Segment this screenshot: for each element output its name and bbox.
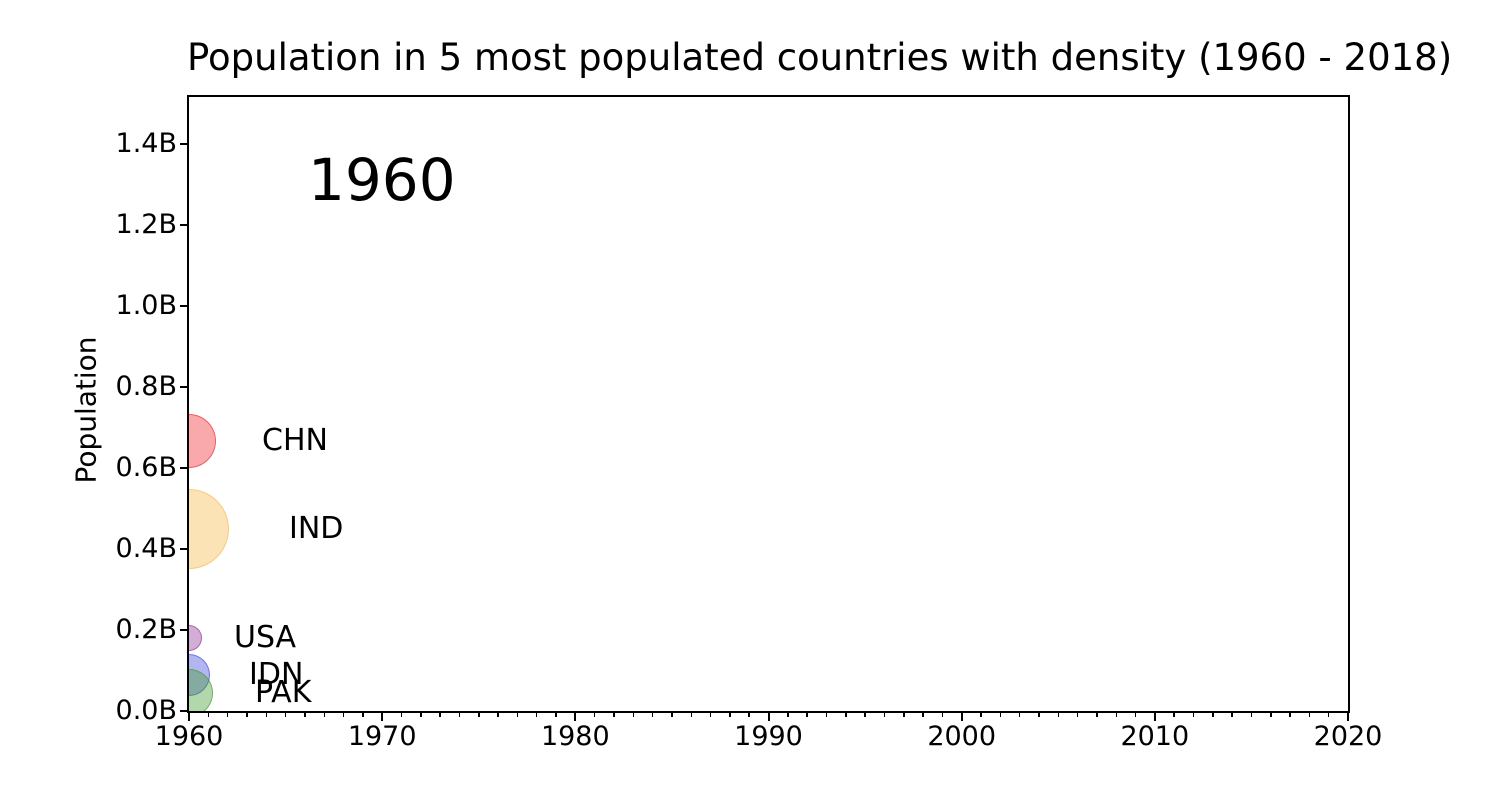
x-axis-minor-tick bbox=[690, 711, 692, 717]
x-axis-minor-tick bbox=[1250, 711, 1253, 717]
x-tick-label: 2010 bbox=[1120, 721, 1190, 752]
x-axis-minor-tick bbox=[632, 711, 634, 717]
x-axis-minor-tick bbox=[980, 711, 982, 717]
bubble-label-PAK: PAK bbox=[255, 674, 312, 710]
x-axis-minor-tick bbox=[207, 711, 210, 717]
x-axis-minor-tick bbox=[1289, 711, 1291, 717]
x-axis-minor-tick bbox=[439, 711, 441, 717]
chart-title: Population in 5 most populated countries… bbox=[187, 36, 1453, 79]
bubble-layer bbox=[189, 97, 1348, 711]
x-axis-minor-tick bbox=[535, 711, 538, 717]
x-tick-label: 1980 bbox=[540, 721, 610, 752]
x-axis-major-tick bbox=[960, 711, 963, 721]
x-axis-minor-tick bbox=[1270, 711, 1272, 717]
x-axis-minor-tick bbox=[497, 711, 499, 717]
x-axis-minor-tick bbox=[1057, 711, 1059, 717]
x-axis-minor-tick bbox=[806, 711, 808, 717]
y-axis-major-tick bbox=[180, 628, 189, 631]
x-axis-minor-tick bbox=[593, 711, 596, 717]
y-axis-major-tick bbox=[180, 547, 189, 550]
x-axis-minor-tick bbox=[323, 711, 325, 717]
x-axis-major-tick bbox=[1347, 711, 1349, 721]
x-axis-minor-tick bbox=[246, 711, 248, 717]
x-axis-minor-tick bbox=[1096, 711, 1098, 717]
x-axis-major-tick bbox=[381, 711, 384, 721]
y-axis-major-tick bbox=[180, 142, 189, 145]
bubble-label-IND: IND bbox=[289, 510, 344, 546]
year-annotation: 1960 bbox=[308, 146, 456, 214]
x-axis-minor-tick bbox=[825, 711, 828, 717]
x-axis-minor-tick bbox=[709, 711, 712, 717]
x-axis-minor-tick bbox=[1018, 711, 1021, 717]
x-axis-minor-tick bbox=[748, 711, 750, 717]
x-axis-minor-tick bbox=[787, 711, 789, 717]
x-axis-minor-tick bbox=[342, 711, 345, 717]
x-axis-minor-tick bbox=[304, 711, 306, 717]
x-axis-minor-tick bbox=[555, 711, 557, 717]
x-axis-minor-tick bbox=[362, 711, 364, 717]
x-axis-minor-tick bbox=[420, 711, 422, 717]
x-tick-label: 1960 bbox=[154, 721, 224, 752]
y-tick-label: 1.4B bbox=[115, 127, 177, 159]
y-tick-label: 0.2B bbox=[115, 613, 177, 645]
x-axis-minor-tick bbox=[903, 711, 905, 717]
x-axis-minor-tick bbox=[458, 711, 461, 717]
x-tick-label: 2020 bbox=[1313, 721, 1383, 752]
x-axis-minor-tick bbox=[1192, 711, 1195, 717]
y-axis-major-tick bbox=[180, 304, 189, 307]
x-axis-minor-tick bbox=[1134, 711, 1137, 717]
y-tick-label: 1.2B bbox=[115, 208, 177, 240]
x-axis-minor-tick bbox=[400, 711, 403, 717]
x-axis-major-tick bbox=[574, 711, 577, 721]
x-axis-minor-tick bbox=[516, 711, 519, 717]
x-axis-major-tick bbox=[1153, 711, 1156, 721]
y-axis-major-tick bbox=[180, 385, 189, 388]
x-axis-minor-tick bbox=[1115, 711, 1117, 717]
x-axis-minor-tick bbox=[1308, 711, 1311, 717]
x-axis-minor-tick bbox=[651, 711, 654, 717]
x-axis-minor-tick bbox=[1231, 711, 1233, 717]
y-axis-major-tick bbox=[180, 710, 189, 712]
bubble-label-USA: USA bbox=[234, 619, 297, 655]
plot-area: 1960 1960 1970 1980 1990 2000 2010 2020 0.0B 0.2… bbox=[116, 95, 1383, 752]
x-axis-minor-tick bbox=[1212, 711, 1214, 717]
x-axis-minor-tick bbox=[922, 711, 924, 717]
x-axis-major-tick bbox=[188, 711, 190, 721]
y-tick-label: 0.4B bbox=[115, 532, 177, 564]
y-tick-label: 0.8B bbox=[115, 370, 177, 402]
x-axis-minor-tick bbox=[999, 711, 1001, 717]
x-axis-minor-tick bbox=[478, 711, 480, 717]
x-axis-minor-tick bbox=[845, 711, 847, 717]
x-axis-minor-tick bbox=[1038, 711, 1040, 717]
x-axis-minor-tick bbox=[265, 711, 267, 717]
x-axis-minor-tick bbox=[1173, 711, 1175, 717]
x-axis-minor-tick bbox=[864, 711, 866, 717]
x-axis-minor-tick bbox=[284, 711, 287, 717]
x-axis-major-tick bbox=[767, 711, 770, 721]
x-axis-minor-tick bbox=[613, 711, 615, 717]
y-axis-major-tick bbox=[180, 466, 189, 469]
bubble-label-CHN: CHN bbox=[262, 422, 328, 458]
axis-tick-layer: 1960 1960 1970 1980 1990 2000 2010 2020 0.0B 0.2… bbox=[116, 97, 1383, 751]
x-tick-label: 2000 bbox=[927, 721, 997, 752]
x-axis-minor-tick bbox=[941, 711, 944, 717]
y-axis-major-tick bbox=[180, 223, 189, 226]
y-tick-label: 0.6B bbox=[115, 451, 177, 483]
x-axis-minor-tick bbox=[1327, 711, 1330, 717]
bubble-label-IDN: IDN bbox=[249, 657, 304, 693]
x-axis-minor-tick bbox=[671, 711, 673, 717]
x-tick-label: 1990 bbox=[734, 721, 803, 752]
x-axis-minor-tick bbox=[1076, 711, 1079, 717]
x-axis-minor-tick bbox=[883, 711, 886, 717]
x-axis-minor-tick bbox=[226, 711, 229, 717]
x-axis-minor-tick bbox=[729, 711, 731, 717]
y-tick-label: 1.0B bbox=[115, 289, 177, 321]
x-tick-label: 1970 bbox=[347, 721, 417, 752]
y-tick-label: 0.0B bbox=[115, 695, 177, 726]
